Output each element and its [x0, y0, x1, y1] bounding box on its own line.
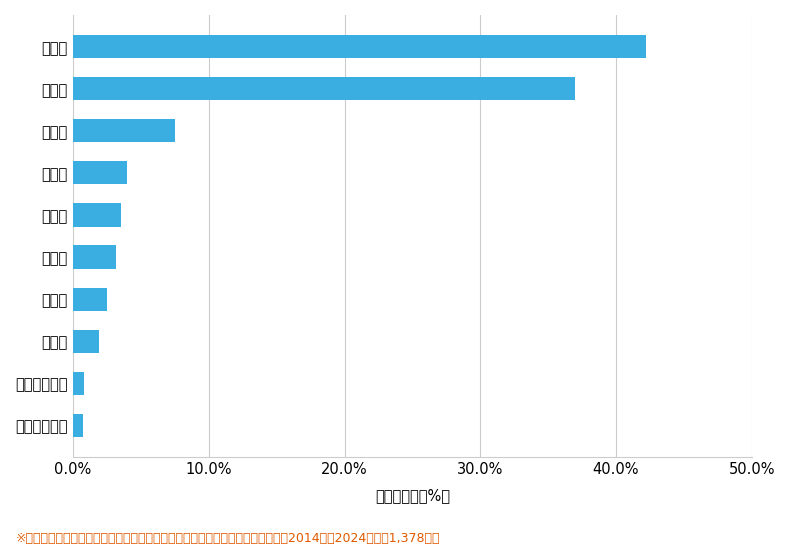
Bar — [73, 414, 83, 437]
Bar — [73, 288, 107, 311]
Bar — [73, 161, 127, 185]
Bar — [73, 245, 116, 268]
X-axis label: 件数の割合（%）: 件数の割合（%） — [375, 488, 450, 503]
Bar — [73, 329, 99, 353]
Text: ※弊社受付の案件を対象に、受付時に市区町村の回答があったものを集計（期間2014年～2024年、計1,378件）: ※弊社受付の案件を対象に、受付時に市区町村の回答があったものを集計（期間2014… — [16, 532, 440, 545]
Bar — [73, 119, 175, 142]
Bar — [73, 372, 84, 395]
Bar — [73, 35, 646, 58]
Bar — [73, 203, 121, 226]
Bar — [73, 77, 575, 100]
